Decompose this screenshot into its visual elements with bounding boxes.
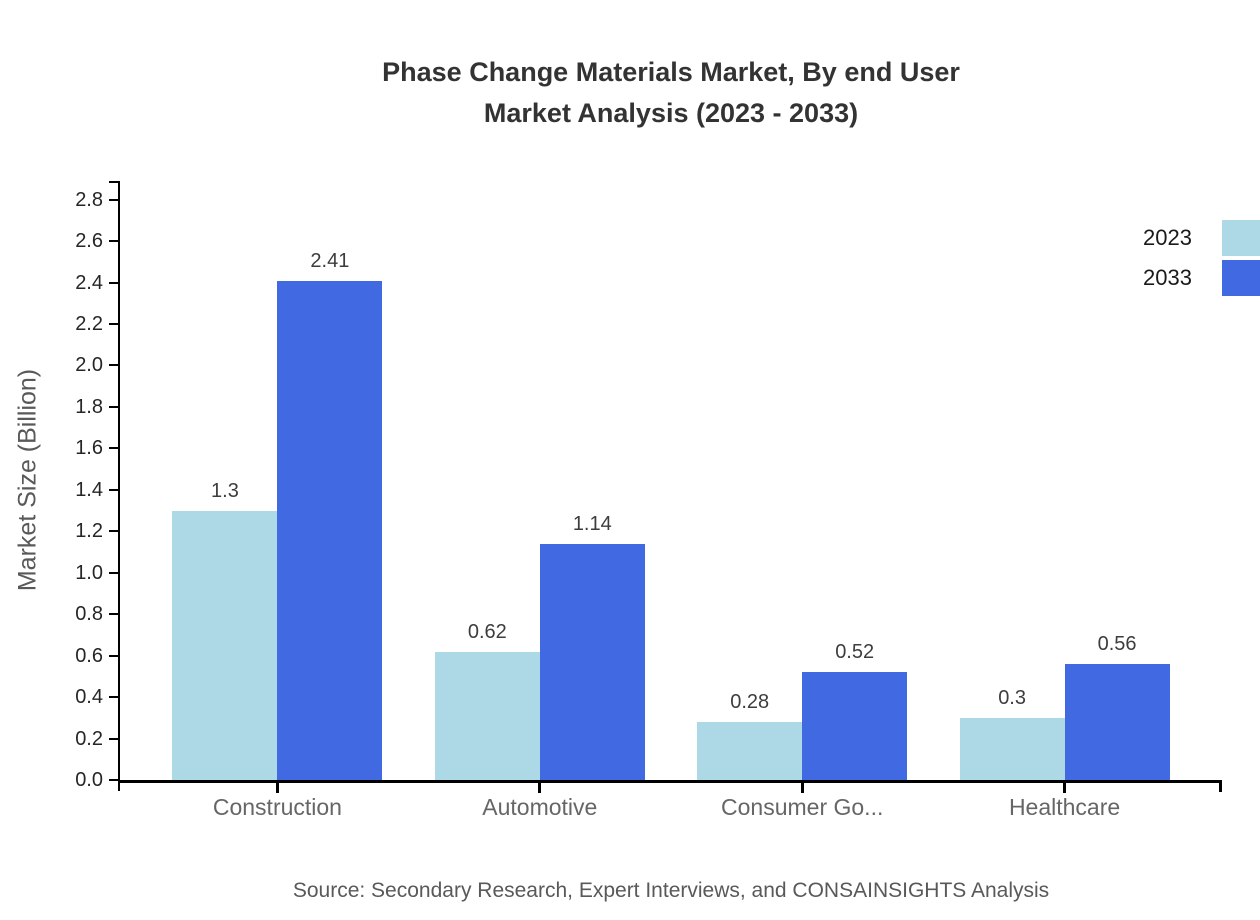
y-axis-tick [109, 488, 118, 491]
y-axis-tick [109, 405, 118, 408]
y-axis-tick-label: 1.0 [75, 561, 103, 584]
bar-2023-healthcare [959, 717, 1065, 780]
x-category-label: Consumer Go... [721, 794, 884, 820]
y-axis-top-cap [109, 181, 118, 183]
x-axis-tick [538, 780, 542, 793]
y-axis-tick [109, 281, 118, 284]
legend-label-2023: 2023 [1143, 225, 1192, 250]
legend-swatch-2033 [1222, 260, 1260, 296]
chart-title-line2: Market Analysis (2023 - 2033) [483, 98, 859, 128]
x-axis-tick [1063, 780, 1067, 793]
legend: 2023 2033 [1143, 220, 1260, 300]
y-axis-tick-label: 2.2 [75, 313, 103, 335]
bar-2023-construction [172, 510, 278, 780]
y-axis-tick-label: 0.6 [75, 644, 103, 667]
x-axis-tick [800, 780, 804, 793]
legend-item-2033: 2033 [1143, 260, 1260, 296]
y-axis-tick-label: 0.2 [75, 727, 103, 750]
chart-title: Phase Change Materials Market, By end Us… [120, 52, 1222, 134]
bar-value-label: 2.41 [310, 249, 350, 272]
bar-value-label: 0.56 [1097, 632, 1137, 655]
bar-2033-consumer-go- [802, 672, 908, 780]
y-axis-tick-label: 1.2 [75, 520, 103, 543]
bar-2033-healthcare [1064, 663, 1170, 780]
y-axis-tick-label: 1.6 [75, 437, 103, 460]
y-axis-tick [109, 198, 118, 201]
bar-2033-construction [277, 280, 383, 780]
x-category-label: Construction [212, 794, 342, 820]
bar-value-label: 0.52 [835, 641, 875, 664]
y-axis-tick-label: 0.8 [75, 603, 103, 626]
y-axis-tick-label: 2.4 [75, 271, 103, 294]
bar-value-label: 1.14 [572, 512, 612, 535]
y-axis-tick-label: 0.0 [75, 769, 103, 791]
y-axis-tick-label: 0.4 [75, 686, 103, 709]
x-axis-tick [275, 780, 279, 793]
source-text: Source: Secondary Research, Expert Inter… [292, 879, 1050, 902]
legend-item-2023: 2023 [1143, 220, 1260, 256]
y-axis-tick [109, 613, 118, 616]
y-axis-tick-label: 2.0 [75, 354, 103, 377]
bar-value-label: 1.3 [211, 479, 239, 502]
y-axis-tick-label: 1.4 [75, 478, 103, 501]
bar-value-label: 0.3 [998, 686, 1026, 709]
y-axis-tick [109, 654, 118, 657]
chart-title-line1: Phase Change Materials Market, By end Us… [382, 57, 960, 87]
legend-label-2033: 2033 [1143, 265, 1192, 290]
y-axis-tick [109, 364, 118, 367]
y-axis-tick [109, 737, 118, 740]
y-axis-tick [109, 571, 118, 574]
bar-value-label: 0.28 [730, 690, 770, 713]
x-category-label: Healthcare [1008, 794, 1121, 820]
y-axis-tick [109, 447, 118, 450]
x-axis-end-tick [1219, 780, 1222, 792]
bar-2033-automotive [539, 543, 645, 780]
y-axis-title: Market Size (Billion) [13, 368, 42, 592]
x-axis-line [118, 780, 1222, 783]
bar-2023-consumer-go- [697, 721, 803, 780]
y-axis-tick-label: 2.6 [75, 230, 103, 253]
y-axis-tick [109, 240, 118, 243]
y-axis-tick-label: 1.8 [75, 395, 103, 418]
y-axis-tick [109, 696, 118, 699]
y-axis-line [118, 181, 120, 791]
legend-swatch-2023 [1222, 220, 1260, 256]
plot-area: 0.0 0.2 0.4 0.6 0.8 1.0 1.2 1.4 1.6 1.8 2.0 2.2 2.4 2… [75, 181, 1222, 820]
y-axis-tick-label: 2.8 [75, 188, 103, 211]
y-axis-tick [109, 779, 118, 781]
x-category-label: Automotive [482, 794, 598, 820]
bar-2023-automotive [434, 651, 540, 780]
y-axis-tick [109, 530, 118, 533]
bar-value-label: 0.62 [467, 620, 507, 643]
y-axis-tick [109, 323, 118, 325]
